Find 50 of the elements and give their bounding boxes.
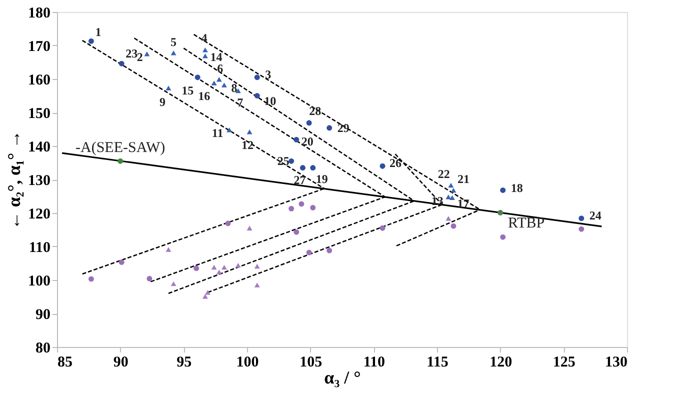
- x-tick-label: 110: [363, 354, 386, 370]
- y-tick-label: 110: [28, 240, 50, 256]
- y-tick-label: 150: [28, 106, 50, 122]
- annotation: RTBP: [508, 216, 545, 232]
- annotation: 23: [126, 46, 138, 61]
- annotation: 16: [198, 89, 210, 104]
- annotation: 21: [457, 172, 470, 186]
- y-tick-label: 160: [28, 72, 50, 88]
- annotation: 10: [264, 94, 276, 108]
- x-tick-label: 115: [426, 354, 448, 370]
- annotation: 14: [210, 50, 222, 64]
- x-axis-title: α₃ / °: [324, 368, 361, 388]
- y-tick-label: 120: [28, 206, 50, 222]
- y-tick-label: 170: [28, 39, 50, 55]
- annotation: 27: [294, 172, 306, 187]
- annotation: 26: [390, 156, 402, 170]
- annotation: 20: [301, 134, 314, 149]
- x-tick-label: 95: [176, 354, 192, 370]
- annotation: 2: [136, 50, 143, 64]
- annotation: 9: [159, 95, 166, 110]
- y-tick-label: 180: [28, 6, 50, 22]
- annotation: 8: [231, 81, 238, 96]
- annotation: 28: [309, 104, 322, 118]
- y-tick-label: 100: [28, 274, 50, 290]
- annotation: 29: [337, 120, 350, 135]
- x-tick-label: 105: [300, 354, 322, 370]
- annotation: 18: [510, 181, 523, 196]
- x-tick-label: 120: [490, 354, 512, 370]
- annotation: 15: [182, 83, 194, 98]
- annotation: 19: [316, 172, 328, 186]
- x-tick-label: 130: [605, 354, 628, 370]
- x-tick-label: 125: [552, 354, 576, 370]
- annotation: 12: [242, 138, 254, 152]
- x-tick-label: 100: [236, 354, 259, 370]
- annotation: 6: [217, 61, 224, 76]
- annotation: 4: [201, 30, 208, 45]
- y-axis-title: ← α₂°, α₁° →: [4, 130, 24, 230]
- annotation: 22: [438, 167, 450, 182]
- y-tick-label: 130: [28, 173, 50, 189]
- x-tick-label: 90: [113, 354, 128, 370]
- annotation: 5: [170, 34, 177, 49]
- y-tick-label: 80: [36, 340, 50, 356]
- annotation: 1: [95, 25, 102, 40]
- annotation: 24: [589, 208, 602, 222]
- annotation: 11: [212, 126, 224, 140]
- y-tick-label: 140: [28, 140, 50, 156]
- y-tick-label: 90: [36, 307, 50, 323]
- x-tick-label: 85: [58, 354, 72, 370]
- annotation: 3: [265, 67, 272, 82]
- annotation: -A(SEE-SAW): [76, 140, 166, 156]
